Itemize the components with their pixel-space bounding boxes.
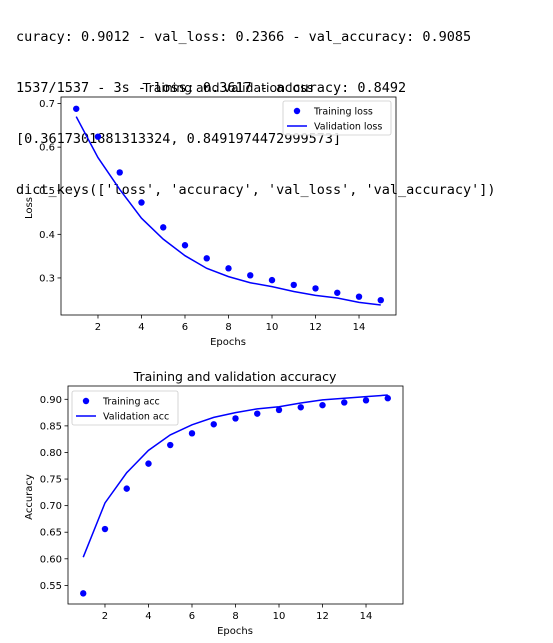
y-tick-label: 0.60 — [40, 554, 62, 565]
y-axis-label: Loss — [24, 197, 35, 219]
y-tick-label: 0.6 — [39, 143, 55, 154]
training-point — [225, 265, 232, 272]
training-point — [94, 133, 102, 140]
y-tick-label: 0.5 — [39, 186, 55, 197]
x-tick-label: 10 — [273, 611, 286, 622]
training-point — [362, 397, 370, 404]
training-point — [377, 296, 384, 304]
y-tick-label: 0.55 — [40, 581, 62, 592]
training-point — [290, 281, 297, 289]
training-point — [101, 525, 109, 533]
y-tick-label: 0.80 — [40, 448, 62, 459]
x-axis-label: Epochs — [210, 337, 246, 348]
console-line: dict_keys(['loss', 'accuracy', 'val_loss… — [16, 182, 496, 198]
y-tick-label: 0.85 — [40, 421, 62, 432]
validation-line — [75, 116, 381, 306]
y-tick-label: 0.75 — [40, 475, 62, 486]
training-point — [232, 415, 239, 422]
training-point — [138, 199, 145, 206]
training-point — [145, 460, 152, 467]
training-point — [254, 410, 261, 417]
validation-line — [82, 394, 388, 558]
training-point — [80, 590, 87, 597]
x-tick-label: 12 — [309, 322, 322, 333]
x-tick-label: 6 — [182, 322, 188, 333]
legend-box — [282, 100, 392, 136]
training-point — [203, 255, 210, 262]
training-point — [268, 276, 276, 284]
training-point — [275, 406, 283, 414]
y-tick-label: 0.90 — [40, 395, 62, 406]
x-tick-label: 12 — [316, 611, 329, 622]
x-tick-label: 2 — [95, 322, 101, 333]
y-axis-label: Accuracy — [24, 474, 35, 520]
x-tick-label: 14 — [353, 322, 366, 333]
y-tick-label: 0.3 — [39, 273, 55, 284]
training-point — [160, 224, 167, 231]
legend-label: Validation loss — [314, 122, 382, 133]
legend-label: Validation acc — [103, 412, 169, 423]
y-tick-label: 0.70 — [40, 501, 62, 512]
y-tick-label: 0.65 — [40, 528, 62, 539]
x-tick-label: 6 — [189, 611, 195, 622]
y-tick-label: 0.7 — [39, 99, 55, 110]
legend-box — [71, 390, 179, 426]
training-point — [210, 421, 217, 428]
legend-marker-swatch — [82, 397, 90, 405]
console-line: curacy: 0.9012 - val_loss: 0.2366 - val_… — [16, 29, 472, 45]
x-tick-label: 8 — [232, 611, 238, 622]
training-point — [297, 404, 304, 411]
training-point — [247, 272, 254, 279]
y-tick-label: 0.4 — [39, 230, 55, 241]
x-tick-label: 2 — [102, 611, 108, 622]
x-tick-label: 10 — [266, 322, 279, 333]
training-point — [73, 105, 80, 112]
legend-label: Training loss — [313, 107, 373, 118]
training-point — [355, 293, 363, 300]
x-tick-label: 14 — [360, 611, 373, 622]
training-point — [312, 285, 319, 292]
training-point — [334, 289, 341, 296]
chart-title: Training and validation loss — [142, 80, 313, 95]
chart-title: Training and validation accuracy — [133, 369, 337, 384]
training-point — [188, 430, 196, 437]
legend-label: Training acc — [102, 397, 160, 408]
training-point — [116, 169, 123, 176]
x-tick-label: 4 — [145, 611, 151, 622]
x-tick-label: 4 — [138, 322, 144, 333]
x-tick-label: 8 — [225, 322, 231, 333]
training-point — [123, 485, 130, 492]
training-point — [319, 401, 326, 409]
training-point — [167, 441, 174, 449]
training-point — [181, 242, 189, 249]
training-point — [384, 395, 391, 402]
console-line: 1537/1537 - 3s - loss: 0.3617 - accuracy… — [16, 80, 407, 96]
x-axis-label: Epochs — [217, 626, 253, 637]
training-point — [341, 399, 348, 406]
legend-marker-swatch — [293, 107, 301, 115]
